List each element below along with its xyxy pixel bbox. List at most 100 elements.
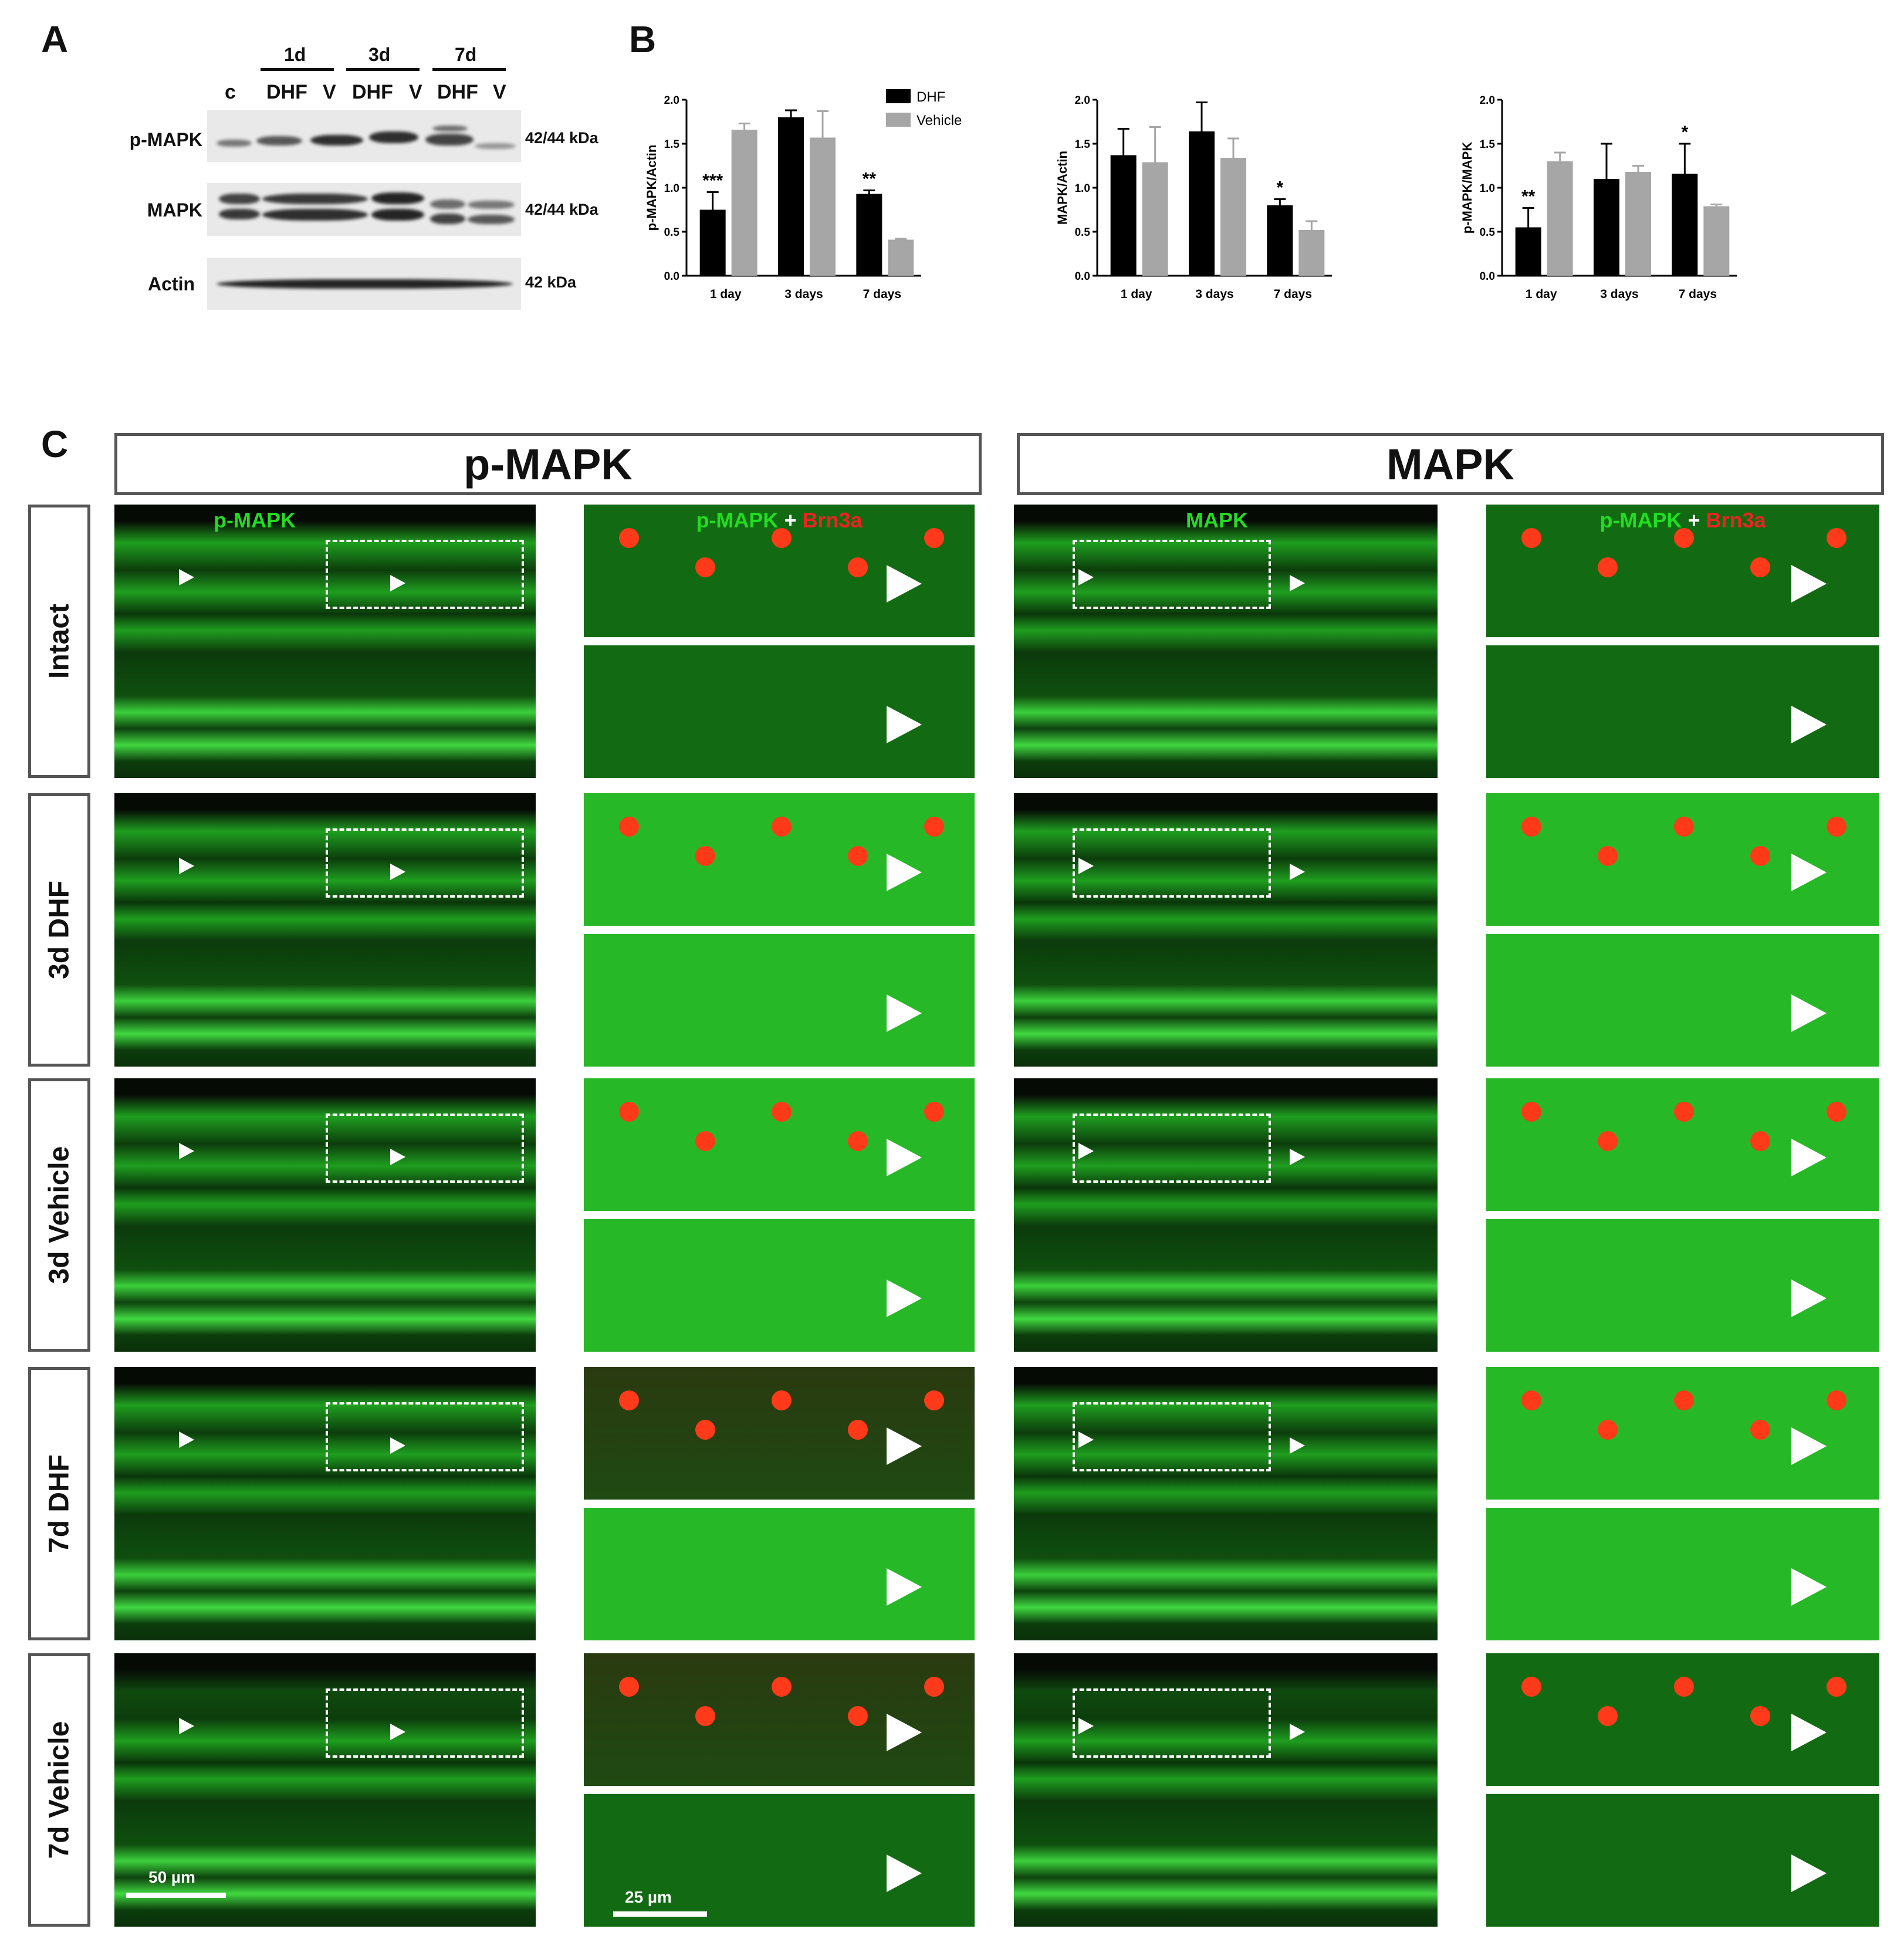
blot-group-3d: 3d <box>368 44 391 65</box>
scale-bar <box>613 1911 707 1917</box>
blot-strip-pmapk <box>207 110 521 162</box>
arrowhead-marker <box>1290 1149 1305 1165</box>
brn3a-nucleus <box>695 1131 715 1151</box>
arrowhead-marker <box>390 1437 405 1454</box>
bar <box>731 130 757 276</box>
arrowhead-marker <box>1791 1568 1827 1606</box>
panel-letter-c: C <box>41 423 69 465</box>
row-label-box: 3d DHF <box>28 793 90 1067</box>
brn3a-nucleus <box>695 1706 715 1726</box>
arrowhead-marker <box>1290 575 1305 591</box>
lane-label: DHF <box>437 81 478 103</box>
brn3a-nucleus <box>1674 817 1694 837</box>
bar <box>1594 179 1619 276</box>
brn3a-nucleus <box>1750 1131 1770 1151</box>
brn3a-nucleus <box>924 528 944 548</box>
brn3a-nucleus <box>1521 528 1541 548</box>
lane-label: V <box>323 81 336 103</box>
y-tick-label: 0.0 <box>1075 270 1090 283</box>
inset-box <box>1073 1688 1271 1758</box>
panel-letter-b: B <box>629 18 657 60</box>
lane-label: c <box>225 81 236 103</box>
arrowhead-marker <box>887 1855 922 1892</box>
brn3a-nucleus <box>1827 1390 1846 1410</box>
y-axis-label: p-MAPK/MAPK <box>1460 142 1474 234</box>
bar-chart-pmapk-mapk: 0.0 0.5 1.0 1.5 2.0 p-MAPK/MAPK ** 1 day 3 days *… <box>1460 94 1737 301</box>
lane-label: V <box>409 81 422 103</box>
blot-group-bar <box>346 68 420 71</box>
micrograph-zoom <box>584 793 975 926</box>
micrograph-zoom <box>1486 645 1879 778</box>
row-label: Intact <box>43 603 75 679</box>
significance-label: ** <box>1521 187 1536 207</box>
arrowhead-marker <box>887 1568 922 1606</box>
arrowhead-marker <box>1290 1437 1305 1454</box>
blot-group-bar <box>432 68 506 71</box>
brn3a-nucleus <box>619 1390 639 1410</box>
brn3a-nucleus <box>1521 817 1541 837</box>
scale-bar-label: 50 µm <box>148 1868 195 1886</box>
brn3a-nucleus <box>1598 1706 1618 1726</box>
bar <box>1547 161 1573 276</box>
bar <box>856 194 882 276</box>
brn3a-nucleus <box>619 1677 639 1697</box>
brn3a-nucleus <box>1827 817 1846 837</box>
brn3a-nucleus <box>619 1102 639 1122</box>
micrograph-zoom: p-MAPK + Brn3a <box>584 505 975 637</box>
x-tick-label: 1 day <box>710 287 742 301</box>
blot-group-1d: 1d <box>284 44 306 65</box>
arrowhead-marker <box>1290 864 1305 880</box>
row-label-box: Intact <box>28 505 90 778</box>
bar <box>699 209 726 276</box>
micrograph-overview: 50 µm <box>114 1653 536 1927</box>
arrowhead-marker <box>887 565 922 603</box>
micrograph-zoom <box>1486 1078 1879 1211</box>
brn3a-nucleus <box>1827 1677 1846 1697</box>
inset-box <box>326 828 524 898</box>
blot-strip-actin <box>207 258 521 310</box>
bar <box>778 117 804 276</box>
scale-bar <box>126 1893 226 1898</box>
micrograph-zoom: p-MAPK + Brn3a <box>1486 505 1879 637</box>
lane-label: DHF <box>266 81 307 103</box>
brn3a-nucleus <box>1598 1420 1618 1440</box>
brn3a-nucleus <box>848 846 868 866</box>
blot-row-label-actin: Actin <box>148 273 195 295</box>
arrowhead-marker <box>179 569 194 586</box>
micrograph-zoom <box>584 1508 975 1640</box>
brn3a-nucleus <box>1521 1102 1541 1122</box>
blot-group-bar <box>261 68 334 71</box>
kda-label: 42/44 kDa <box>525 201 598 218</box>
brn3a-nucleus <box>772 1102 792 1122</box>
x-tick-label: 7 days <box>863 287 901 301</box>
arrowhead-marker <box>887 706 922 743</box>
y-tick-label: 2.0 <box>1480 94 1495 107</box>
arrowhead-marker <box>1078 1143 1094 1159</box>
arrowhead-marker <box>887 854 922 891</box>
micrograph-zoom <box>1486 1508 1879 1640</box>
row-label: 7d DHF <box>43 1454 75 1553</box>
scale-bar-label: 25 µm <box>625 1888 672 1906</box>
bar <box>1298 230 1325 276</box>
y-tick-label: 1.5 <box>1480 138 1496 151</box>
micrograph-zoom <box>584 1367 975 1500</box>
kda-label: 42 kDa <box>525 273 577 291</box>
brn3a-nucleus <box>1598 557 1618 577</box>
micrograph-zoom <box>1486 1794 1879 1927</box>
row-label: 7d Vehicle <box>43 1721 75 1859</box>
row-label: 3d DHF <box>43 881 75 979</box>
x-tick-label: 3 days <box>1600 287 1638 301</box>
brn3a-nucleus <box>1674 1390 1694 1410</box>
brn3a-nucleus <box>848 557 868 577</box>
bar <box>1189 131 1215 276</box>
micrograph-overview <box>114 1367 536 1640</box>
micrograph-zoom <box>1486 793 1879 926</box>
arrowhead-marker <box>390 1724 405 1740</box>
micrograph-zoom <box>584 1078 975 1211</box>
bar <box>1672 174 1698 276</box>
micrograph-label: p-MAPK + Brn3a <box>1599 508 1766 532</box>
arrowhead-marker <box>179 1718 194 1734</box>
arrowhead-marker <box>1791 565 1827 603</box>
bar <box>1142 162 1168 276</box>
micrograph-zoom <box>1486 1367 1879 1500</box>
